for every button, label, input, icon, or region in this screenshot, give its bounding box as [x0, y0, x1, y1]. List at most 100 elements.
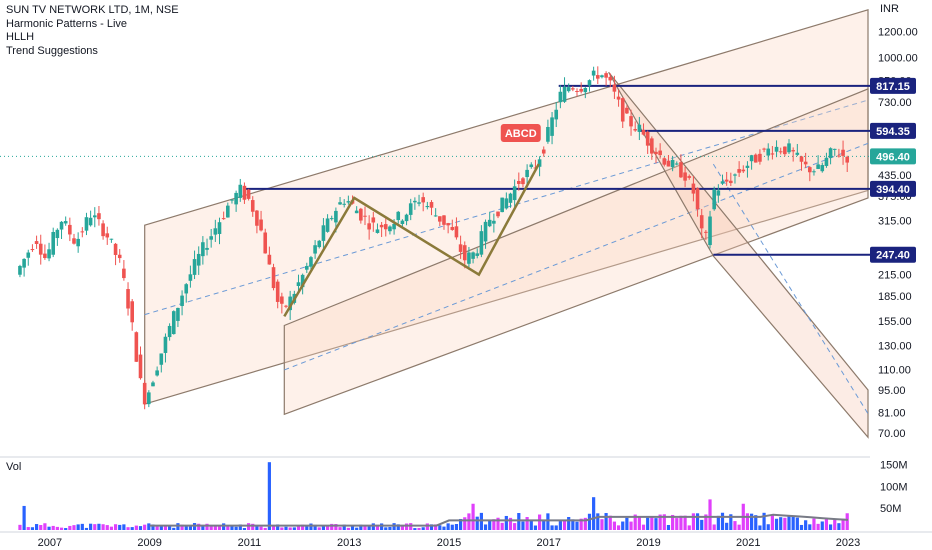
candle-body [467, 252, 471, 264]
volume-bar [587, 513, 592, 530]
volume-bar [446, 523, 450, 530]
volume-bar [637, 517, 641, 530]
volume-bar [496, 517, 500, 530]
candle-body [554, 109, 559, 120]
candle-body [625, 107, 629, 114]
volume-bar [217, 525, 222, 530]
candles [18, 66, 850, 410]
volume-bar [334, 524, 338, 530]
price-level-tag: 247.40 [876, 250, 910, 262]
volume-bar [754, 515, 758, 530]
volume-bar [263, 527, 267, 530]
candle-body [537, 159, 542, 167]
candle-body [429, 202, 434, 208]
candle-body [263, 232, 268, 254]
volume-bar [841, 518, 845, 530]
volume-bar [109, 526, 114, 530]
candle-body [367, 223, 371, 230]
volume-bar [612, 521, 617, 530]
candle-body [88, 217, 93, 226]
candle-body [130, 301, 134, 323]
time-tick-label: 2007 [38, 537, 62, 549]
time-tick-label: 2009 [137, 537, 161, 549]
volume-bar [51, 525, 55, 530]
candle-body [679, 162, 683, 178]
chart-legend: SUN TV NETWORK LTD, 1M, NSE Harmonic Pat… [6, 4, 179, 58]
candle-body [816, 164, 820, 169]
volume-bar [675, 518, 679, 530]
candle-body [704, 231, 708, 233]
volume-bar [804, 520, 808, 530]
candle-body [699, 215, 704, 229]
candle-body [558, 91, 563, 103]
volume-bar [118, 524, 122, 530]
time-tick-label: 2017 [536, 537, 560, 549]
candle-body [371, 217, 376, 223]
candle-body [325, 218, 330, 232]
last-price-tag-bg [870, 148, 916, 165]
candle-body [450, 227, 455, 230]
candle-body [575, 91, 579, 93]
candle-body [724, 179, 729, 182]
indicator-trend[interactable]: Trend Suggestions [6, 44, 98, 57]
candle-body [80, 231, 85, 233]
volume-bar [575, 521, 579, 530]
volume-bar [745, 513, 750, 530]
candle-body [471, 252, 475, 259]
volume-bar [475, 516, 479, 530]
volume-tick-label: 50M [880, 503, 901, 515]
candle-body [487, 219, 492, 227]
volume-bar [517, 513, 521, 530]
volume-bar [774, 518, 779, 530]
volume-bar [533, 525, 538, 530]
candle-body [745, 165, 750, 168]
volume-bar [197, 523, 201, 530]
candle-body [142, 382, 147, 405]
candle-body [138, 354, 143, 379]
volume-bar [820, 521, 824, 530]
volume-bar [238, 524, 242, 530]
volume-bar [180, 524, 184, 530]
candle-body [512, 186, 517, 201]
volume-bar [479, 512, 483, 530]
volume-bar [346, 527, 350, 530]
volume-bar [59, 527, 64, 530]
candle-body [259, 219, 263, 231]
candle-body [737, 169, 741, 173]
volume-bar [147, 523, 151, 530]
channel-ascending-2 [283, 88, 869, 416]
volume-bar [313, 524, 317, 530]
volume-bar [471, 503, 475, 530]
volume-label: Vol [6, 461, 22, 473]
volume-bar [242, 528, 247, 530]
indicator-hllh[interactable]: HLLH [6, 31, 35, 43]
volume-bar [812, 518, 816, 530]
candle-body [824, 157, 829, 166]
volume-bar [325, 526, 330, 530]
volume-bar [567, 517, 571, 530]
candle-body [134, 332, 139, 362]
candle-body [758, 153, 762, 162]
candle-body [741, 169, 746, 172]
candle-body [151, 382, 155, 387]
volume-bar [163, 525, 168, 530]
candle-body [22, 258, 26, 268]
candle-body [666, 160, 671, 167]
candle-body [766, 148, 771, 156]
candle-body [608, 76, 613, 81]
volume-bar [662, 514, 666, 530]
candle-body [300, 274, 305, 288]
candle-body [595, 75, 600, 79]
volume-bar [234, 526, 238, 530]
volume-bar [687, 525, 691, 530]
candle-body [645, 131, 650, 146]
candle-body [313, 245, 317, 254]
volume-bar [837, 523, 841, 530]
volume-bar [608, 515, 612, 530]
indicator-harmonic[interactable]: Harmonic Patterns - Live [6, 17, 128, 30]
candle-body [267, 254, 272, 265]
candle-body [413, 200, 417, 203]
candle-body [562, 86, 567, 102]
volume-bar [330, 523, 334, 530]
